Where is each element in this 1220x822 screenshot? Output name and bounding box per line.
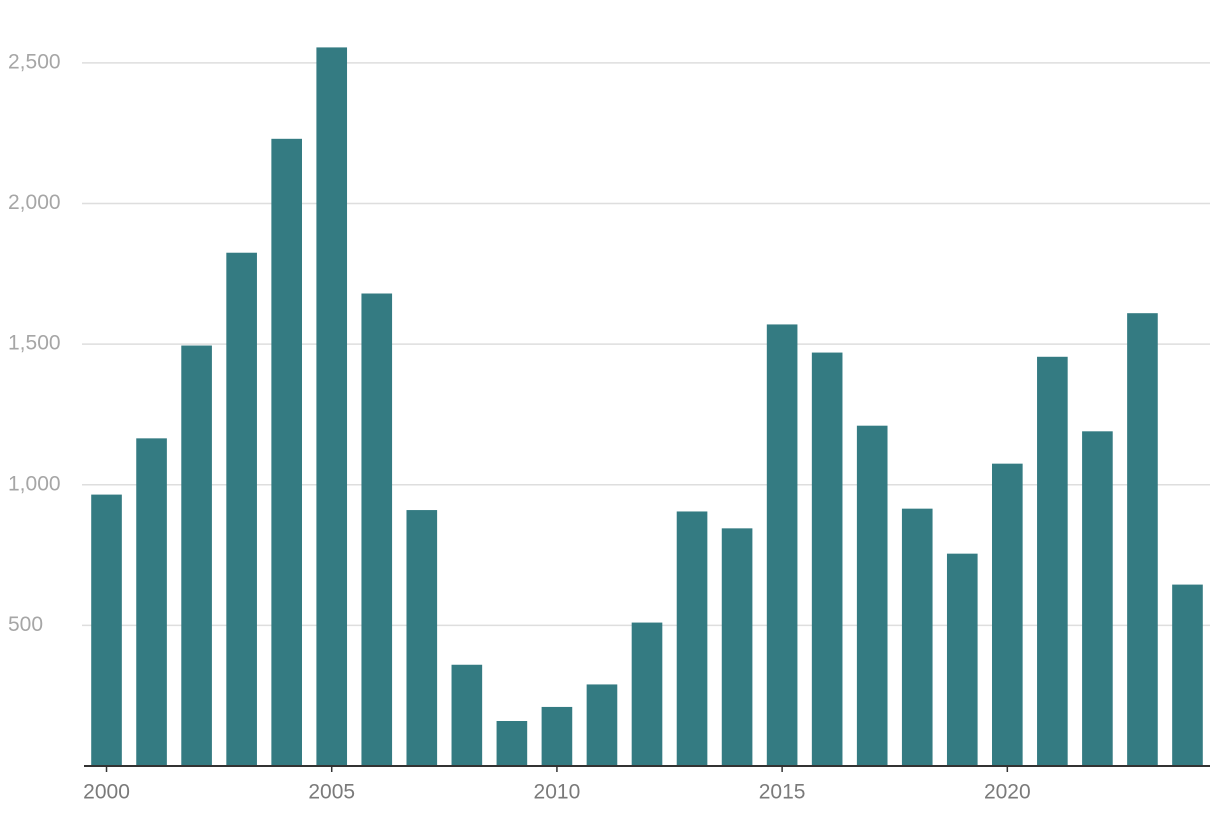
x-tick-label: 2015 (759, 781, 806, 804)
bar (316, 47, 348, 766)
bar (721, 528, 753, 766)
bar (451, 664, 483, 766)
y-tick-label: 2,500 (8, 50, 61, 73)
bar (992, 463, 1023, 766)
bar (901, 508, 933, 766)
bar (1037, 356, 1068, 766)
x-tick-label: 2010 (534, 781, 581, 804)
y-tick-label: 500 (8, 613, 43, 636)
y-tick-label: 1,500 (8, 332, 61, 355)
bar (676, 511, 708, 766)
bar (631, 622, 663, 766)
bar (1172, 584, 1203, 766)
bar (91, 494, 122, 766)
bar (856, 425, 888, 766)
bar (946, 553, 978, 766)
bar (541, 706, 573, 766)
bar (766, 324, 798, 766)
x-tick-label: 2020 (984, 781, 1031, 804)
y-tick-label: 2,000 (8, 191, 61, 214)
bar (406, 510, 438, 766)
y-tick-label: 1,000 (8, 472, 61, 495)
x-tick-label: 2000 (83, 781, 130, 804)
bar (226, 252, 257, 766)
bar (1082, 431, 1113, 766)
bar (271, 138, 302, 766)
x-tick-label: 2005 (308, 781, 355, 804)
bar (811, 352, 843, 766)
bar (586, 684, 618, 766)
bar (1127, 313, 1158, 766)
bar (181, 345, 212, 766)
bar (136, 438, 167, 766)
bar (496, 721, 528, 766)
bar (361, 293, 393, 766)
